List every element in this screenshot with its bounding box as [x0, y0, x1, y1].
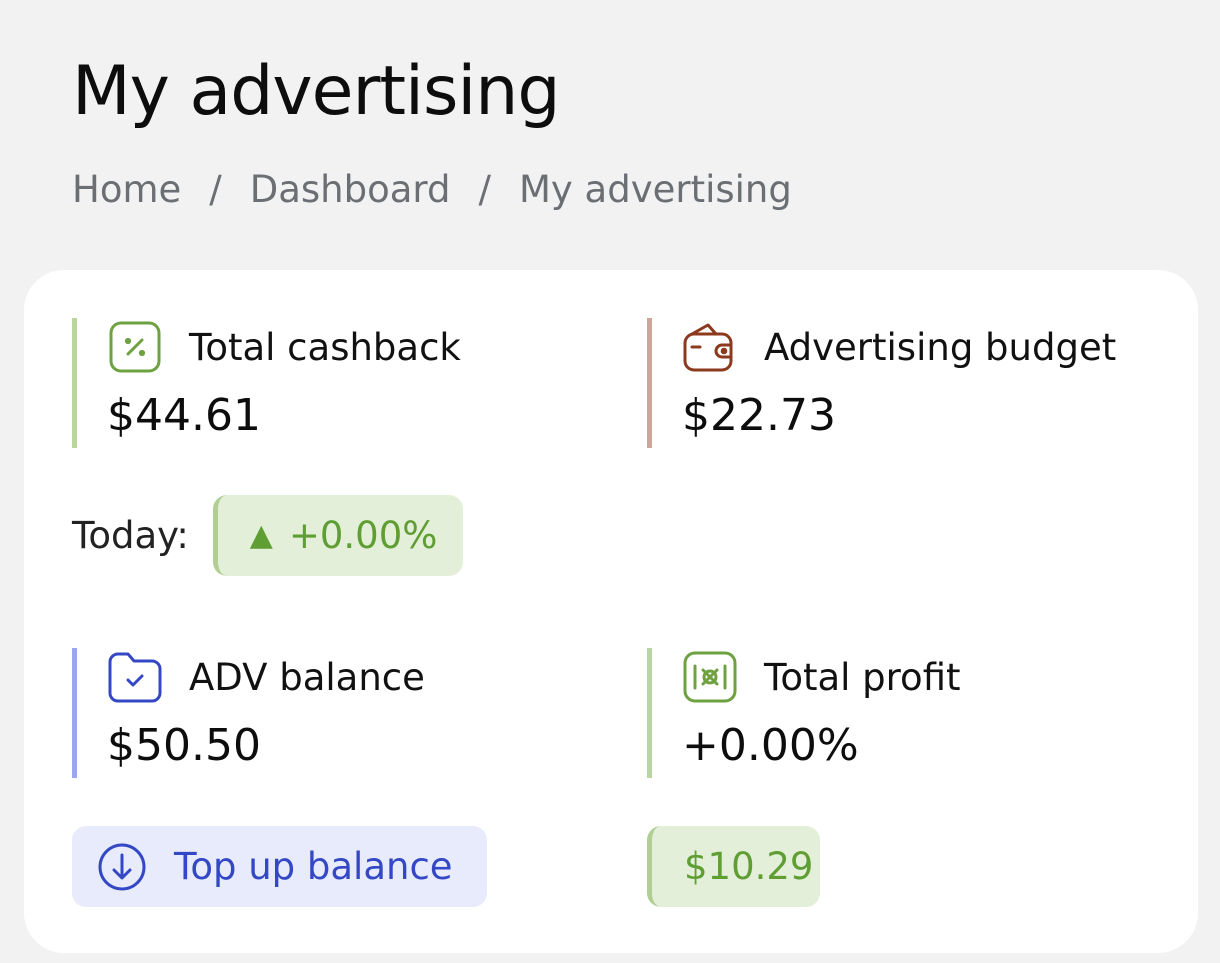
stat-value: $44.61 [107, 390, 261, 441]
triangle-up-icon: ▲ [249, 518, 273, 553]
today-label: Today: [72, 514, 189, 557]
profit-amount-badge: $10.29 [647, 826, 820, 907]
stat-value: +0.00% [682, 720, 859, 771]
stat-label: ADV balance [189, 655, 425, 699]
top-up-balance-button[interactable]: Top up balance [72, 826, 487, 907]
advertising-summary-card: Total cashback $44.61 Advertising budget… [24, 270, 1198, 953]
today-change: Today: ▲ +0.00% [72, 495, 464, 576]
breadcrumb-separator: / [209, 168, 222, 211]
percent-badge-icon [107, 319, 163, 375]
wallet-icon [682, 319, 738, 375]
breadcrumb-home[interactable]: Home [72, 168, 182, 211]
breadcrumb: Home / Dashboard / My advertising [72, 168, 792, 211]
breadcrumb-dashboard[interactable]: Dashboard [249, 168, 451, 211]
stat-label: Total profit [764, 655, 961, 699]
stat-advertising-budget: Advertising budget $22.73 [647, 318, 1116, 448]
today-change-badge: ▲ +0.00% [212, 495, 464, 576]
page-title: My advertising [72, 52, 561, 131]
stat-label: Total cashback [189, 325, 461, 369]
stat-total-cashback: Total cashback $44.61 [72, 318, 461, 448]
profit-amount-value: $10.29 [684, 845, 814, 888]
breadcrumb-current: My advertising [518, 168, 792, 211]
stat-adv-balance: ADV balance $50.50 [72, 648, 425, 778]
stat-value: $50.50 [107, 720, 261, 771]
stat-label: Advertising budget [764, 325, 1117, 369]
money-icon [682, 649, 738, 705]
breadcrumb-separator: / [478, 168, 491, 211]
download-circle-icon [96, 841, 148, 893]
folder-check-icon [107, 649, 163, 705]
today-change-value: +0.00% [288, 514, 438, 557]
stat-value: $22.73 [682, 390, 836, 441]
top-up-balance-label: Top up balance [174, 845, 453, 888]
stat-total-profit: Total profit +0.00% [647, 648, 961, 778]
